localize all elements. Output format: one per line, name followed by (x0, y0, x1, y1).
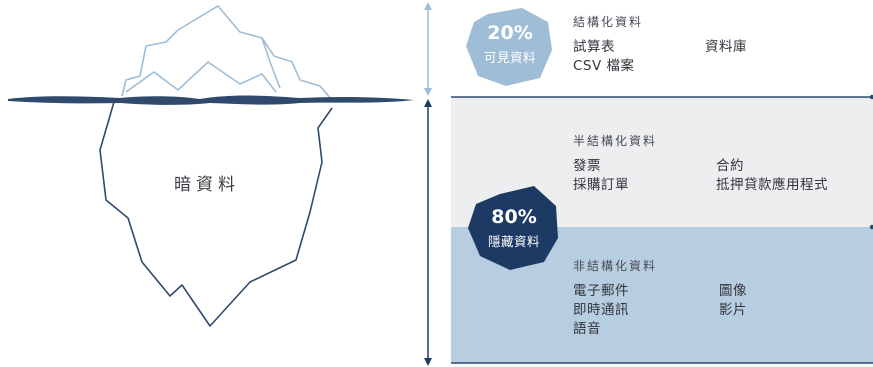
semi-structured-item: 採購訂單 (573, 177, 629, 193)
unstructured-item: 影片 (719, 302, 747, 318)
unstructured-item: 語音 (573, 321, 601, 337)
unstructured-item: 圖像 (719, 283, 747, 299)
hidden-range-arrow (424, 99, 432, 366)
unstructured-item: 即時通訊 (573, 302, 629, 318)
semi-structured-item: 抵押貸款應用程式 (716, 177, 828, 193)
structured-item: CSV 檔案 (573, 58, 635, 74)
iceberg-tip (121, 4, 333, 101)
band-mid-dot (869, 224, 873, 230)
water-line (8, 95, 414, 105)
structured-header: 結構化資料 (573, 15, 644, 29)
iceberg-label: 暗資料 (174, 175, 240, 195)
structured-item: 試算表 (573, 39, 615, 55)
unstructured-item: 電子郵件 (573, 283, 629, 299)
band-top-dot (869, 94, 873, 100)
semi-structured-header: 半結構化資料 (573, 134, 658, 148)
visible-badge-shape (466, 8, 552, 86)
hidden-label: 隱藏資料 (487, 234, 540, 249)
unstructured-header: 非結構化資料 (573, 259, 658, 273)
structured-item: 資料庫 (705, 39, 747, 55)
semi-structured-item: 合約 (716, 158, 744, 174)
hidden-badge-shape (468, 186, 558, 270)
semi-structured-item: 發票 (573, 158, 601, 174)
visible-range-arrow (424, 2, 432, 96)
hidden-percent: 80% (491, 206, 537, 228)
iceberg-body (99, 101, 333, 327)
visible-percent: 20% (487, 22, 533, 44)
visible-label: 可見資料 (483, 50, 536, 65)
